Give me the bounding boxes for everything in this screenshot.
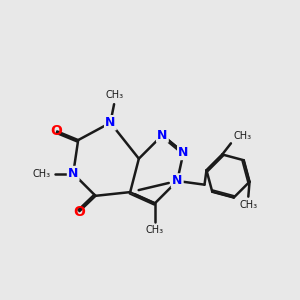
Text: N: N [178,146,189,159]
Text: O: O [74,205,85,219]
Text: CH₃: CH₃ [33,169,51,178]
Text: CH₃: CH₃ [146,225,164,235]
Text: N: N [172,175,182,188]
Text: N: N [157,129,168,142]
Text: CH₃: CH₃ [233,131,251,141]
Text: N: N [105,116,116,129]
Text: O: O [50,124,62,138]
Text: N: N [68,167,78,180]
Text: CH₃: CH₃ [105,91,123,100]
Text: CH₃: CH₃ [239,200,257,210]
